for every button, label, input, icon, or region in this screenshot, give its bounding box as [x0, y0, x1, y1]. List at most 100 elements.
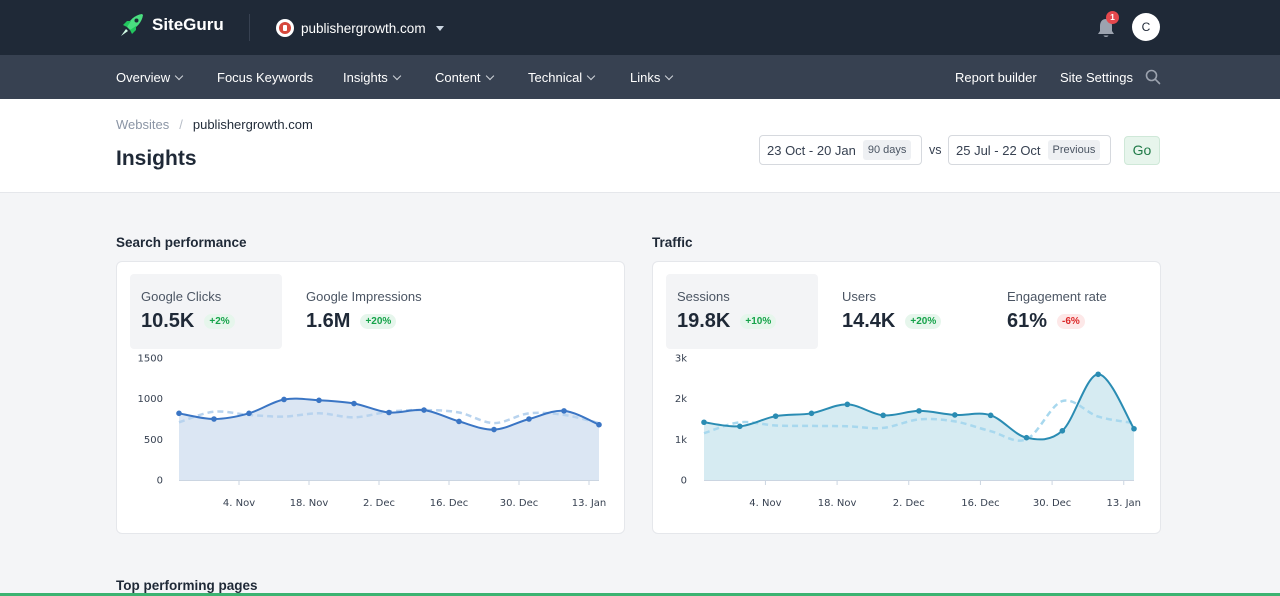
data-point: [1023, 434, 1030, 441]
data-point: [421, 407, 427, 413]
nav-report-builder[interactable]: Report builder: [955, 70, 1037, 85]
breadcrumb-websites[interactable]: Websites: [116, 117, 170, 132]
nav-label: Site Settings: [1060, 70, 1133, 85]
nav-content[interactable]: Content: [435, 70, 494, 85]
avatar[interactable]: C: [1132, 13, 1160, 41]
y-tick-label: 1500: [138, 354, 163, 365]
data-point: [386, 409, 392, 416]
change-badge: +10%: [740, 314, 777, 329]
chevron-down-icon: [665, 71, 674, 80]
metric-google-clicks[interactable]: Google Clicks 10.5K +2%: [130, 274, 282, 349]
data-point: [737, 423, 743, 430]
metric-engagement-rate[interactable]: Engagement rate 61% -6%: [996, 274, 1156, 349]
search-icon[interactable]: [1145, 69, 1161, 85]
vs-label: vs: [929, 143, 942, 157]
y-tick-label: 1000: [138, 394, 163, 405]
search-performance-card: Google Clicks 10.5K +2% Google Impressio…: [116, 261, 625, 534]
top-pages-title: Top performing pages: [116, 578, 258, 593]
page-header: Websites / publishergrowth.com Insights …: [0, 99, 1280, 193]
search-performance-chart: 0 500 1000 1500 4. Nov 18. Nov 2. Dec 16. Dec 30…: [138, 354, 607, 510]
metric-label: Google Clicks: [141, 289, 222, 304]
change-badge: +20%: [360, 314, 397, 329]
breadcrumb-current: publishergrowth.com: [192, 117, 313, 132]
data-point: [880, 412, 886, 419]
change-badge: +2%: [204, 314, 235, 329]
site-selector[interactable]: publishergrowth.com: [276, 19, 444, 37]
chevron-down-icon: [485, 71, 494, 80]
nav-label: Technical: [528, 70, 583, 85]
data-point: [1095, 371, 1101, 378]
change-badge: +20%: [905, 314, 942, 329]
metric-label: Google Impressions: [306, 289, 422, 304]
data-point: [808, 410, 815, 417]
nav-focus-keywords[interactable]: Focus Keywords: [217, 70, 313, 85]
y-tick-label: 500: [144, 435, 163, 446]
data-point: [561, 408, 567, 414]
site-favicon-icon: [276, 19, 294, 37]
notification-badge: 1: [1106, 11, 1119, 24]
main-nav: Overview Focus Keywords Insights Content…: [0, 55, 1280, 99]
x-tick-label: 2. Dec: [363, 498, 395, 509]
go-button[interactable]: Go: [1124, 136, 1160, 165]
x-tick-label: 13. Jan: [1107, 498, 1142, 509]
nav-label: Overview: [116, 70, 171, 85]
x-tick-label: 30. Dec: [1033, 498, 1071, 509]
data-point: [246, 410, 252, 417]
metric-value: 61%: [1007, 310, 1048, 332]
compare-range-tag: Previous: [1047, 140, 1101, 160]
metric-value: 14.4K: [842, 310, 896, 332]
nav-overview[interactable]: Overview: [116, 70, 184, 85]
data-point: [316, 397, 322, 404]
data-point: [211, 416, 217, 422]
metric-label: Engagement rate: [1007, 289, 1107, 304]
data-point: [1059, 427, 1066, 434]
breadcrumb-separator: /: [179, 117, 183, 132]
search-performance-title: Search performance: [116, 235, 247, 250]
date-range-picker[interactable]: 23 Oct - 20 Jan 90 days: [759, 135, 922, 165]
data-point: [596, 421, 602, 428]
nav-site-settings[interactable]: Site Settings: [1060, 70, 1133, 85]
metric-value: 19.8K: [677, 310, 731, 332]
data-point: [772, 413, 779, 419]
data-point: [491, 426, 497, 433]
nav-links[interactable]: Links: [630, 70, 674, 85]
data-point: [351, 400, 357, 407]
x-tick-label: 2. Dec: [893, 498, 925, 509]
metric-value: 1.6M: [306, 310, 351, 332]
logo[interactable]: SiteGuru: [118, 11, 224, 39]
traffic-chart: 0 1k 2k 3k 4. Nov 18. Nov 2. Dec 16. Dec 30. Dec…: [675, 354, 1142, 510]
compare-range-label: 25 Jul - 22 Oct: [956, 142, 1041, 158]
chevron-down-icon: [586, 71, 596, 80]
traffic-card: Sessions 19.8K +10% Users 14.4K +20% Eng…: [652, 261, 1161, 534]
y-tick-label: 0: [681, 476, 687, 487]
data-point: [701, 419, 707, 426]
x-tick-label: 18. Nov: [818, 498, 857, 509]
x-tick-label: 30. Dec: [500, 498, 538, 509]
data-point: [987, 412, 994, 419]
series-area: [179, 398, 599, 480]
y-tick-label: 2k: [675, 394, 687, 405]
metric-sessions[interactable]: Sessions 19.8K +10%: [666, 274, 818, 349]
metric-users[interactable]: Users 14.4K +20%: [831, 274, 983, 349]
top-bar: SiteGuru publishergrowth.com 1 C: [0, 0, 1280, 55]
data-point: [916, 408, 922, 414]
metric-label: Sessions: [677, 289, 730, 304]
breadcrumb: Websites / publishergrowth.com: [116, 117, 313, 132]
metric-google-impressions[interactable]: Google Impressions 1.6M +20%: [295, 274, 447, 349]
chevron-down-icon: [392, 71, 402, 80]
data-point: [526, 416, 532, 422]
compare-range-picker[interactable]: 25 Jul - 22 Oct Previous: [948, 135, 1111, 165]
date-range-label: 23 Oct - 20 Jan: [767, 142, 856, 158]
date-range-tag: 90 days: [862, 140, 912, 160]
previous-series-line: [703, 399, 1135, 442]
nav-technical[interactable]: Technical: [528, 70, 596, 85]
caret-down-icon: [435, 25, 444, 31]
data-point: [1131, 425, 1137, 432]
data-point: [176, 410, 182, 417]
y-tick-label: 0: [157, 476, 163, 487]
nav-insights[interactable]: Insights: [343, 70, 402, 85]
x-tick-label: 18. Nov: [290, 498, 329, 509]
nav-label: Links: [630, 70, 661, 85]
nav-label: Focus Keywords: [217, 70, 314, 85]
nav-label: Insights: [343, 70, 388, 85]
